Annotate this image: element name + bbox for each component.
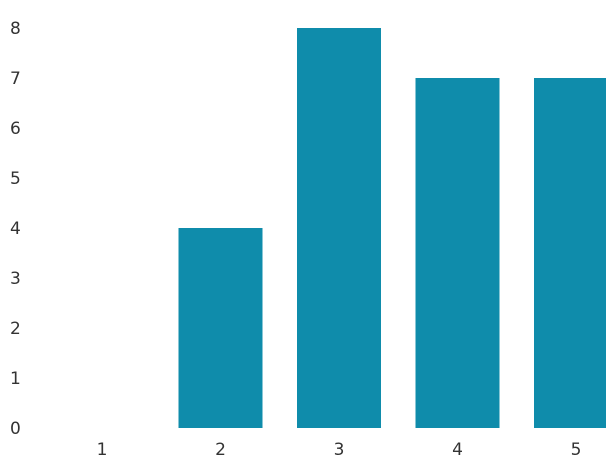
x-tick-label: 2 <box>215 440 226 457</box>
x-tick-label: 1 <box>97 440 108 457</box>
y-axis: 0 1 2 3 4 5 6 7 8 <box>10 19 21 439</box>
x-tick-label: 4 <box>452 440 463 457</box>
y-tick-label: 5 <box>10 169 21 189</box>
y-tick-label: 6 <box>10 119 21 139</box>
x-axis: 1 2 3 4 5 <box>97 440 582 457</box>
y-tick-label: 4 <box>10 219 21 239</box>
y-tick-label: 3 <box>10 269 21 289</box>
y-tick-label: 7 <box>10 69 21 89</box>
bar-4 <box>415 78 500 428</box>
x-tick-label: 3 <box>334 440 345 457</box>
x-tick-label: 5 <box>571 440 582 457</box>
y-tick-label: 8 <box>10 19 21 39</box>
y-tick-label: 2 <box>10 319 21 339</box>
bar-3 <box>297 28 381 428</box>
bar-5 <box>534 78 606 428</box>
y-tick-label: 0 <box>10 419 21 439</box>
bar-2 <box>178 228 263 428</box>
bar-series <box>178 28 606 428</box>
y-tick-label: 1 <box>10 369 21 389</box>
